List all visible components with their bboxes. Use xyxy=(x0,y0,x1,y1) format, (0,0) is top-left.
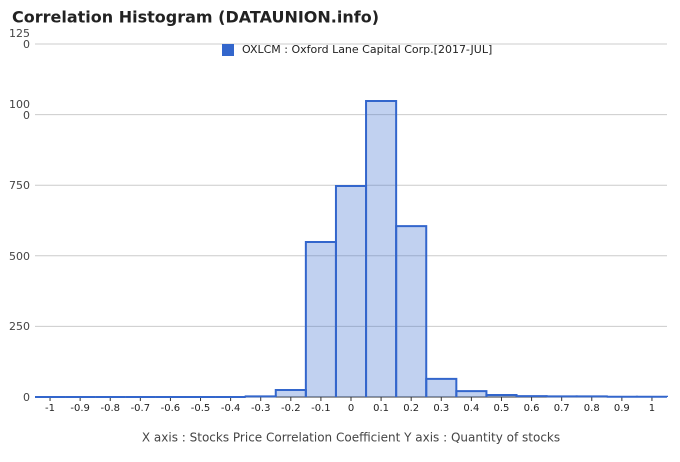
histogram-bar xyxy=(304,240,337,397)
x-tick-label: 1 xyxy=(649,403,655,414)
x-tick-label: -1 xyxy=(45,403,55,414)
x-tick-label: 0.3 xyxy=(433,403,449,414)
histogram-bar xyxy=(395,225,428,397)
y-tick-label: 500 xyxy=(9,249,30,263)
histogram-bar xyxy=(485,394,518,397)
x-tick-label: 0.8 xyxy=(584,403,600,414)
y-tick-label: 750 xyxy=(9,179,30,193)
histogram-bar xyxy=(515,395,548,398)
histogram-bar xyxy=(365,100,398,397)
y-tick-label: 0 xyxy=(23,391,30,404)
x-axis-label: X axis : Stocks Price Correlation Coeffi… xyxy=(142,431,560,445)
y-tick-label: 250 xyxy=(9,320,30,334)
histogram-bar xyxy=(425,377,458,397)
histogram-bar xyxy=(545,395,578,398)
x-tick-label: -0.5 xyxy=(191,403,211,414)
x-tick-label: -0.4 xyxy=(221,403,241,414)
x-tick-label: 0.6 xyxy=(524,403,540,414)
y-tick-label: 1250 xyxy=(9,27,30,51)
x-tick-label: 0.2 xyxy=(403,403,419,414)
y-tick-label: 1000 xyxy=(9,97,30,122)
histogram-bar xyxy=(575,395,608,398)
x-tick-label: -0.7 xyxy=(131,403,151,414)
x-tick-label: 0.9 xyxy=(614,403,630,414)
x-tick-label: -0.1 xyxy=(311,403,331,414)
histogram-bar xyxy=(274,388,307,397)
x-tick-label: -0.6 xyxy=(161,403,181,414)
histogram-bar xyxy=(244,395,277,398)
legend-swatch xyxy=(222,44,234,56)
x-tick-label: 0.4 xyxy=(463,403,479,414)
x-tick-label: -0.3 xyxy=(251,403,271,414)
x-tick-label: 0.1 xyxy=(373,403,389,414)
histogram-bar xyxy=(455,390,488,397)
x-tick-label: -0.8 xyxy=(100,403,120,414)
x-tick-label: -0.9 xyxy=(70,403,90,414)
histogram-bar xyxy=(334,185,368,397)
chart-title: Correlation Histogram (DATAUNION.info) xyxy=(12,8,379,27)
x-tick-label: -0.2 xyxy=(281,403,301,414)
x-tick-label: 0 xyxy=(348,403,354,414)
x-tick-label: 0.5 xyxy=(494,403,510,414)
x-tick-label: 0.7 xyxy=(554,403,570,414)
legend-label: OXLCM : Oxford Lane Capital Corp.[2017-J… xyxy=(242,43,492,56)
